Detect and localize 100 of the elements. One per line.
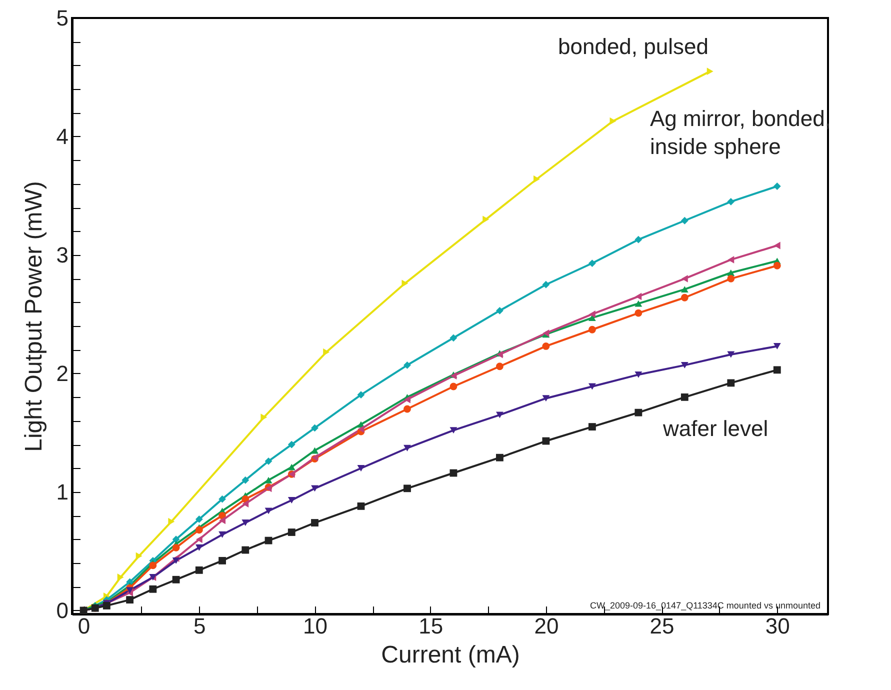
- point: [404, 405, 411, 413]
- y-tick-label: 5: [56, 6, 68, 30]
- y-tick-label: 3: [56, 242, 68, 268]
- point: [727, 351, 735, 358]
- point: [357, 465, 365, 472]
- point: [242, 500, 249, 508]
- point: [773, 182, 781, 190]
- point: [727, 274, 735, 282]
- point: [450, 334, 458, 342]
- point: [728, 256, 734, 264]
- point: [542, 342, 550, 350]
- point: [404, 444, 411, 452]
- point: [242, 520, 250, 526]
- point: [542, 437, 550, 445]
- point: [680, 216, 688, 224]
- point: [172, 576, 180, 584]
- point: [727, 198, 735, 206]
- point: [102, 602, 110, 610]
- point: [172, 557, 180, 564]
- x-tick-label: 10: [303, 614, 328, 638]
- point: [610, 117, 616, 125]
- point: [634, 408, 642, 416]
- point: [404, 361, 411, 369]
- point: [358, 425, 364, 433]
- point: [542, 395, 550, 402]
- point: [357, 391, 365, 399]
- point: [195, 544, 203, 551]
- point: [773, 262, 781, 270]
- point: [195, 566, 203, 574]
- point: [264, 508, 272, 514]
- point: [680, 393, 688, 401]
- y-axis-title: Light Output Power (mW): [20, 181, 48, 452]
- point: [634, 309, 642, 317]
- point: [311, 447, 318, 454]
- point: [404, 484, 411, 492]
- point: [357, 502, 365, 510]
- point: [218, 556, 226, 564]
- annotation: wafer level: [662, 416, 768, 441]
- point: [219, 516, 226, 524]
- point: [149, 585, 157, 593]
- point: [172, 544, 180, 552]
- point: [588, 423, 596, 430]
- point: [588, 383, 596, 390]
- point: [773, 343, 781, 350]
- y-tick-label: 4: [56, 124, 68, 149]
- point: [496, 454, 504, 462]
- point: [402, 280, 408, 288]
- point: [774, 242, 780, 250]
- x-tick-label: 30: [765, 614, 790, 638]
- point: [496, 306, 504, 314]
- point: [117, 574, 124, 581]
- point: [588, 260, 596, 267]
- point: [196, 536, 202, 544]
- point: [634, 300, 642, 307]
- point: [496, 362, 504, 370]
- x-tick-label: 5: [194, 614, 206, 638]
- point: [218, 531, 226, 538]
- point: [482, 216, 490, 224]
- y-tick-label: 0: [56, 598, 68, 623]
- point: [168, 518, 175, 526]
- point: [264, 476, 272, 484]
- point: [195, 516, 203, 523]
- point: [680, 286, 688, 293]
- point: [242, 546, 250, 554]
- x-tick-label: 0: [78, 614, 90, 638]
- y-tick-label: 1: [56, 479, 68, 504]
- point: [195, 526, 203, 534]
- point: [126, 596, 134, 604]
- annotation: CW_2009-09-16_0147_Q11334C mounted vs unmounted: [590, 600, 820, 611]
- point: [450, 427, 458, 434]
- annotation: bonded, pulsed: [558, 34, 708, 59]
- point: [311, 485, 318, 492]
- point: [680, 294, 688, 302]
- point: [264, 457, 272, 465]
- point: [450, 382, 458, 390]
- point: [634, 371, 642, 378]
- x-tick-label: 20: [534, 614, 559, 638]
- y-tick-label: 2: [56, 360, 68, 386]
- x-axis-title: Current (mA): [381, 642, 520, 668]
- point: [635, 292, 642, 300]
- point: [149, 562, 157, 570]
- point: [727, 379, 735, 387]
- point: [323, 348, 330, 356]
- point: [588, 314, 596, 321]
- point: [172, 536, 180, 544]
- x-tick-label: 15: [418, 614, 444, 638]
- point: [404, 396, 410, 404]
- x-tick-label: 25: [650, 614, 674, 638]
- point: [311, 519, 318, 526]
- point: [542, 280, 550, 288]
- point: [288, 464, 296, 470]
- point: [288, 497, 296, 504]
- point: [706, 68, 714, 76]
- point: [126, 587, 134, 594]
- point: [288, 528, 296, 536]
- point: [242, 476, 250, 484]
- point: [496, 412, 504, 418]
- point: [634, 236, 642, 244]
- point: [588, 326, 596, 334]
- point: [218, 495, 226, 503]
